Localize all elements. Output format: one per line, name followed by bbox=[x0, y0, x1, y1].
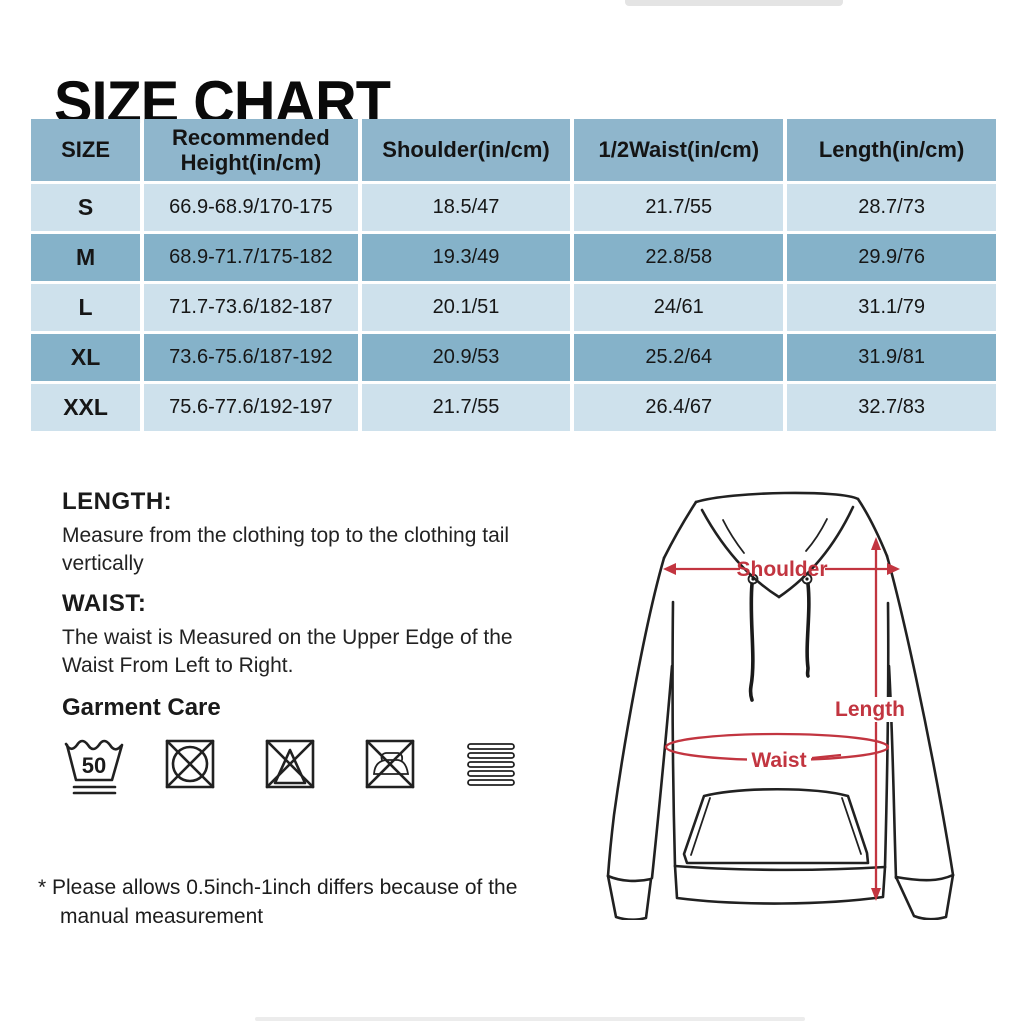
cell-height: 71.7-73.6/182-187 bbox=[144, 284, 358, 331]
cell-size: XXL bbox=[31, 384, 141, 431]
screen-top-notch bbox=[625, 0, 843, 6]
shoulder-label: Shoulder bbox=[736, 558, 827, 581]
do-not-bleach-icon bbox=[262, 736, 362, 792]
header-shoulder: Shoulder(in/cm) bbox=[361, 119, 571, 181]
screen-home-indicator bbox=[255, 1017, 805, 1021]
cell-height: 75.6-77.6/192-197 bbox=[144, 384, 358, 431]
cell-length: 31.1/79 bbox=[787, 284, 996, 331]
cell-length: 32.7/83 bbox=[787, 384, 996, 431]
cell-shoulder: 20.9/53 bbox=[361, 334, 571, 381]
length-definition-section: LENGTH: Measure from the clothing top to… bbox=[62, 488, 522, 577]
machine-wash-50-icon: 50 bbox=[62, 736, 162, 798]
size-chart-table: SIZE Recommended Height(in/cm) Shoulder(… bbox=[27, 116, 1000, 434]
cell-half-waist: 22.8/58 bbox=[574, 234, 784, 281]
header-size: SIZE bbox=[31, 119, 141, 181]
cell-length: 29.9/76 bbox=[787, 234, 996, 281]
table-row: XXL 75.6-77.6/192-197 21.7/55 26.4/67 32… bbox=[31, 384, 996, 431]
do-not-iron-icon bbox=[362, 736, 462, 792]
header-height: Recommended Height(in/cm) bbox=[144, 119, 358, 181]
cell-height: 68.9-71.7/175-182 bbox=[144, 234, 358, 281]
table-row: XL 73.6-75.6/187-192 20.9/53 25.2/64 31.… bbox=[31, 334, 996, 381]
length-description: Measure from the clothing top to the clo… bbox=[62, 524, 510, 575]
waist-description: The waist is Measured on the Upper Edge … bbox=[62, 626, 513, 677]
waist-definition-section: WAIST: The waist is Measured on the Uppe… bbox=[62, 590, 522, 679]
header-half-waist: 1/2Waist(in/cm) bbox=[574, 119, 784, 181]
length-label: Length bbox=[835, 698, 905, 721]
length-heading: LENGTH: bbox=[62, 488, 173, 515]
hoodie-measurement-diagram: Shoulder Length Waist bbox=[580, 470, 1000, 922]
cell-size: M bbox=[31, 234, 141, 281]
header-length: Length(in/cm) bbox=[787, 119, 996, 181]
wash-temp-label: 50 bbox=[82, 753, 106, 778]
cell-length: 31.9/81 bbox=[787, 334, 996, 381]
do-not-tumble-dry-icon bbox=[162, 736, 262, 792]
cell-shoulder: 18.5/47 bbox=[361, 184, 571, 231]
cell-size: L bbox=[31, 284, 141, 331]
table-row: S 66.9-68.9/170-175 18.5/47 21.7/55 28.7… bbox=[31, 184, 996, 231]
dry-flat-icon bbox=[462, 736, 562, 792]
table-row: M 68.9-71.7/175-182 19.3/49 22.8/58 29.9… bbox=[31, 234, 996, 281]
waist-heading: WAIST: bbox=[62, 590, 147, 617]
cell-half-waist: 24/61 bbox=[574, 284, 784, 331]
measurement-disclaimer: * Please allows 0.5inch-1inch differs be… bbox=[38, 874, 517, 932]
garment-care-icons: 50 bbox=[62, 736, 582, 798]
cell-size: XL bbox=[31, 334, 141, 381]
table-row: L 71.7-73.6/182-187 20.1/51 24/61 31.1/7… bbox=[31, 284, 996, 331]
disclaimer-line-1: * Please allows 0.5inch-1inch differs be… bbox=[38, 876, 518, 899]
table-header-row: SIZE Recommended Height(in/cm) Shoulder(… bbox=[31, 119, 996, 181]
cell-shoulder: 21.7/55 bbox=[361, 384, 571, 431]
cell-shoulder: 20.1/51 bbox=[361, 284, 571, 331]
cell-half-waist: 26.4/67 bbox=[574, 384, 784, 431]
cell-half-waist: 21.7/55 bbox=[574, 184, 784, 231]
garment-care-section: Garment Care 50 bbox=[62, 694, 582, 798]
cell-half-waist: 25.2/64 bbox=[574, 334, 784, 381]
disclaimer-line-2: manual measurement bbox=[60, 904, 264, 928]
waist-label: Waist bbox=[751, 749, 806, 772]
garment-care-heading: Garment Care bbox=[62, 694, 221, 721]
cell-size: S bbox=[31, 184, 141, 231]
cell-height: 73.6-75.6/187-192 bbox=[144, 334, 358, 381]
cell-height: 66.9-68.9/170-175 bbox=[144, 184, 358, 231]
cell-length: 28.7/73 bbox=[787, 184, 996, 231]
hoodie-line-art: Shoulder Length Waist bbox=[606, 491, 955, 922]
cell-shoulder: 19.3/49 bbox=[361, 234, 571, 281]
